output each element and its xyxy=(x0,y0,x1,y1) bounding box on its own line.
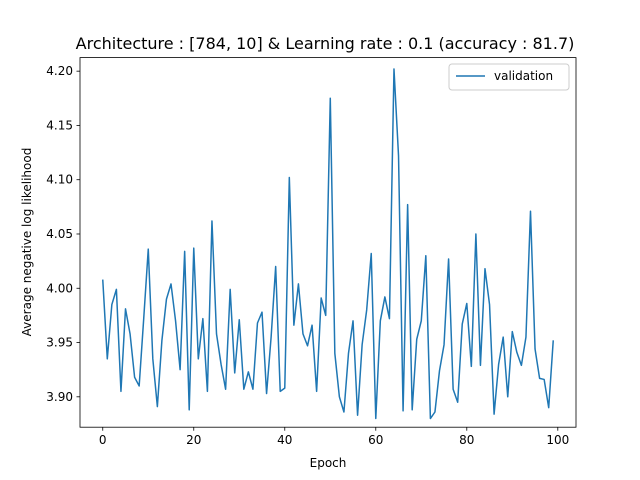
y-tick-label: 3.95 xyxy=(46,336,73,350)
x-tick-label: 40 xyxy=(277,433,292,447)
legend: validation xyxy=(448,63,570,91)
axes-frame xyxy=(79,57,577,428)
x-tick-label: 0 xyxy=(99,433,107,447)
y-tick-label: 4.10 xyxy=(46,173,73,187)
series-line-validation xyxy=(102,68,554,420)
x-tick-label: 60 xyxy=(368,433,383,447)
y-tick-label: 4.00 xyxy=(46,281,73,295)
legend-label-validation: validation xyxy=(494,69,553,83)
y-tick-label: 4.15 xyxy=(46,118,73,132)
x-axis-label: Epoch xyxy=(310,456,347,470)
chart-title: Architecture : [784, 10] & Learning rate… xyxy=(76,34,575,53)
x-axis: 0 20 40 60 80 100 xyxy=(99,427,569,447)
plot-area xyxy=(102,68,554,420)
y-axis: 3.90 3.95 4.00 4.05 4.10 4.15 4.20 xyxy=(46,64,80,404)
y-axis-label: Average negative log likelihood xyxy=(20,148,34,337)
y-tick-label: 3.90 xyxy=(46,390,73,404)
y-tick-label: 4.05 xyxy=(46,227,73,241)
x-tick-label: 100 xyxy=(546,433,569,447)
x-tick-label: 20 xyxy=(186,433,201,447)
legend-box xyxy=(448,63,570,91)
y-tick-label: 4.20 xyxy=(46,64,73,78)
x-tick-label: 80 xyxy=(459,433,474,447)
